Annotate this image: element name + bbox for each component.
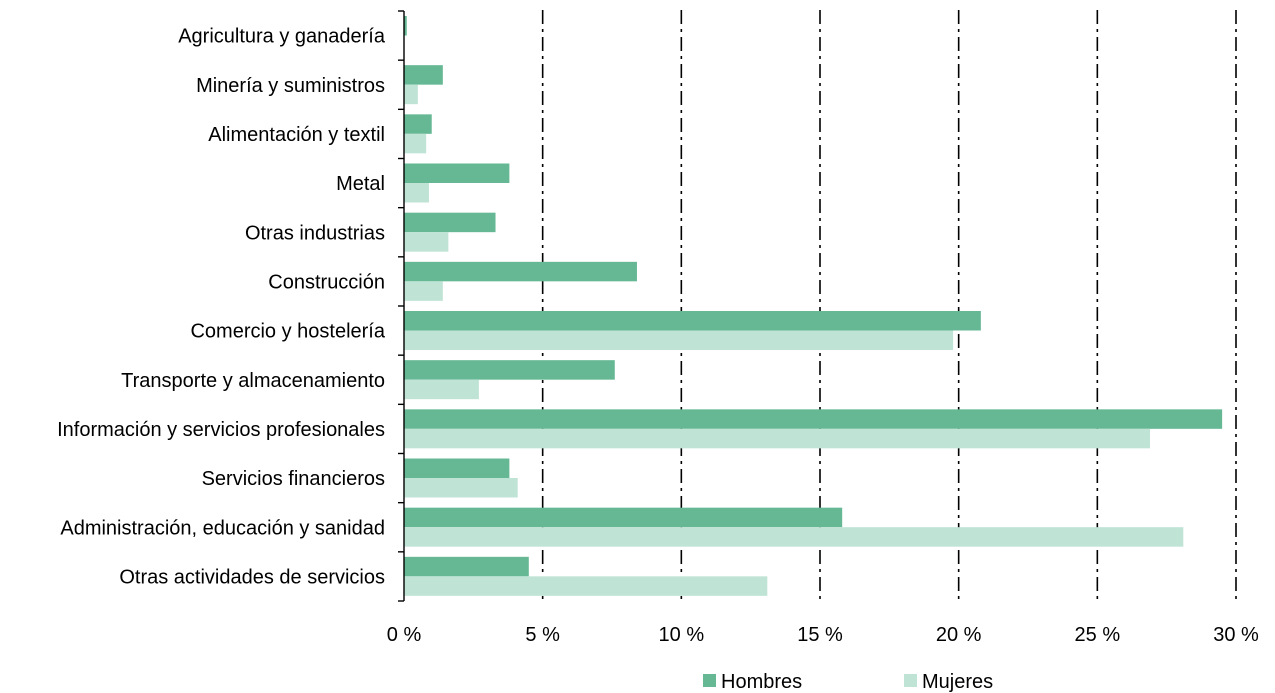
category-label: Comercio y hostelería [190, 321, 385, 343]
category-label: Alimentación y textil [208, 124, 385, 146]
category-label: Servicios financieros [202, 468, 385, 490]
bar-hombres-6 [404, 311, 981, 331]
bar-mujeres-10 [404, 527, 1184, 547]
bar-hombres-7 [404, 360, 615, 380]
legend-label-mujeres: Mujeres [922, 671, 993, 693]
bar-mujeres-7 [404, 379, 479, 400]
category-label: Construcción [268, 271, 385, 293]
bar-mujeres-9 [404, 478, 518, 498]
bar-mujeres-4 [404, 232, 449, 252]
x-tick-label: 0 % [387, 624, 422, 646]
axes [398, 10, 405, 602]
category-label: Agricultura y ganadería [178, 26, 386, 48]
bars [404, 16, 1223, 596]
legend-swatch-mujeres [904, 674, 917, 687]
category-label: Transporte y almacenamiento [121, 370, 385, 392]
bar-hombres-11 [404, 556, 529, 577]
category-label: Otras industrias [245, 222, 385, 244]
x-tick-label: 5 % [525, 624, 560, 646]
legend-swatch-hombres [703, 674, 716, 687]
bar-hombres-5 [404, 261, 637, 282]
bar-hombres-9 [404, 458, 510, 478]
legend: Hombres Mujeres [703, 671, 993, 693]
bar-hombres-10 [404, 507, 843, 528]
bar-hombres-0 [404, 16, 407, 36]
bar-hombres-3 [404, 163, 510, 183]
bar-mujeres-11 [404, 576, 768, 596]
bar-mujeres-1 [404, 84, 418, 105]
bar-hombres-8 [404, 409, 1223, 429]
bar-mujeres-2 [404, 133, 427, 154]
x-tick-label: 25 % [1075, 624, 1121, 646]
bar-hombres-2 [404, 114, 432, 134]
category-label: Metal [336, 173, 385, 195]
category-label: Otras actividades de servicios [119, 566, 385, 588]
category-label: Administración, educación y sanidad [60, 517, 385, 539]
bar-mujeres-6 [404, 330, 954, 350]
x-tick-labels: 0 % 5 % 10 % 15 % 20 % 25 % 30 % [387, 624, 1259, 646]
category-label: Minería y suministros [196, 75, 385, 97]
bar-hombres-1 [404, 65, 443, 85]
bar-mujeres-5 [404, 281, 443, 301]
bar-mujeres-3 [404, 183, 429, 203]
bar-mujeres-8 [404, 428, 1151, 449]
x-tick-label: 30 % [1213, 624, 1259, 646]
legend-label-hombres: Hombres [721, 671, 802, 693]
category-labels: Agricultura y ganadería Minería y suminis… [57, 26, 386, 589]
x-tick-label: 10 % [659, 624, 705, 646]
x-tick-label: 20 % [936, 624, 982, 646]
bar-hombres-4 [404, 212, 496, 233]
category-label: Información y servicios profesionales [57, 419, 385, 441]
x-tick-label: 15 % [797, 624, 843, 646]
grid-lines [541, 10, 1237, 601]
